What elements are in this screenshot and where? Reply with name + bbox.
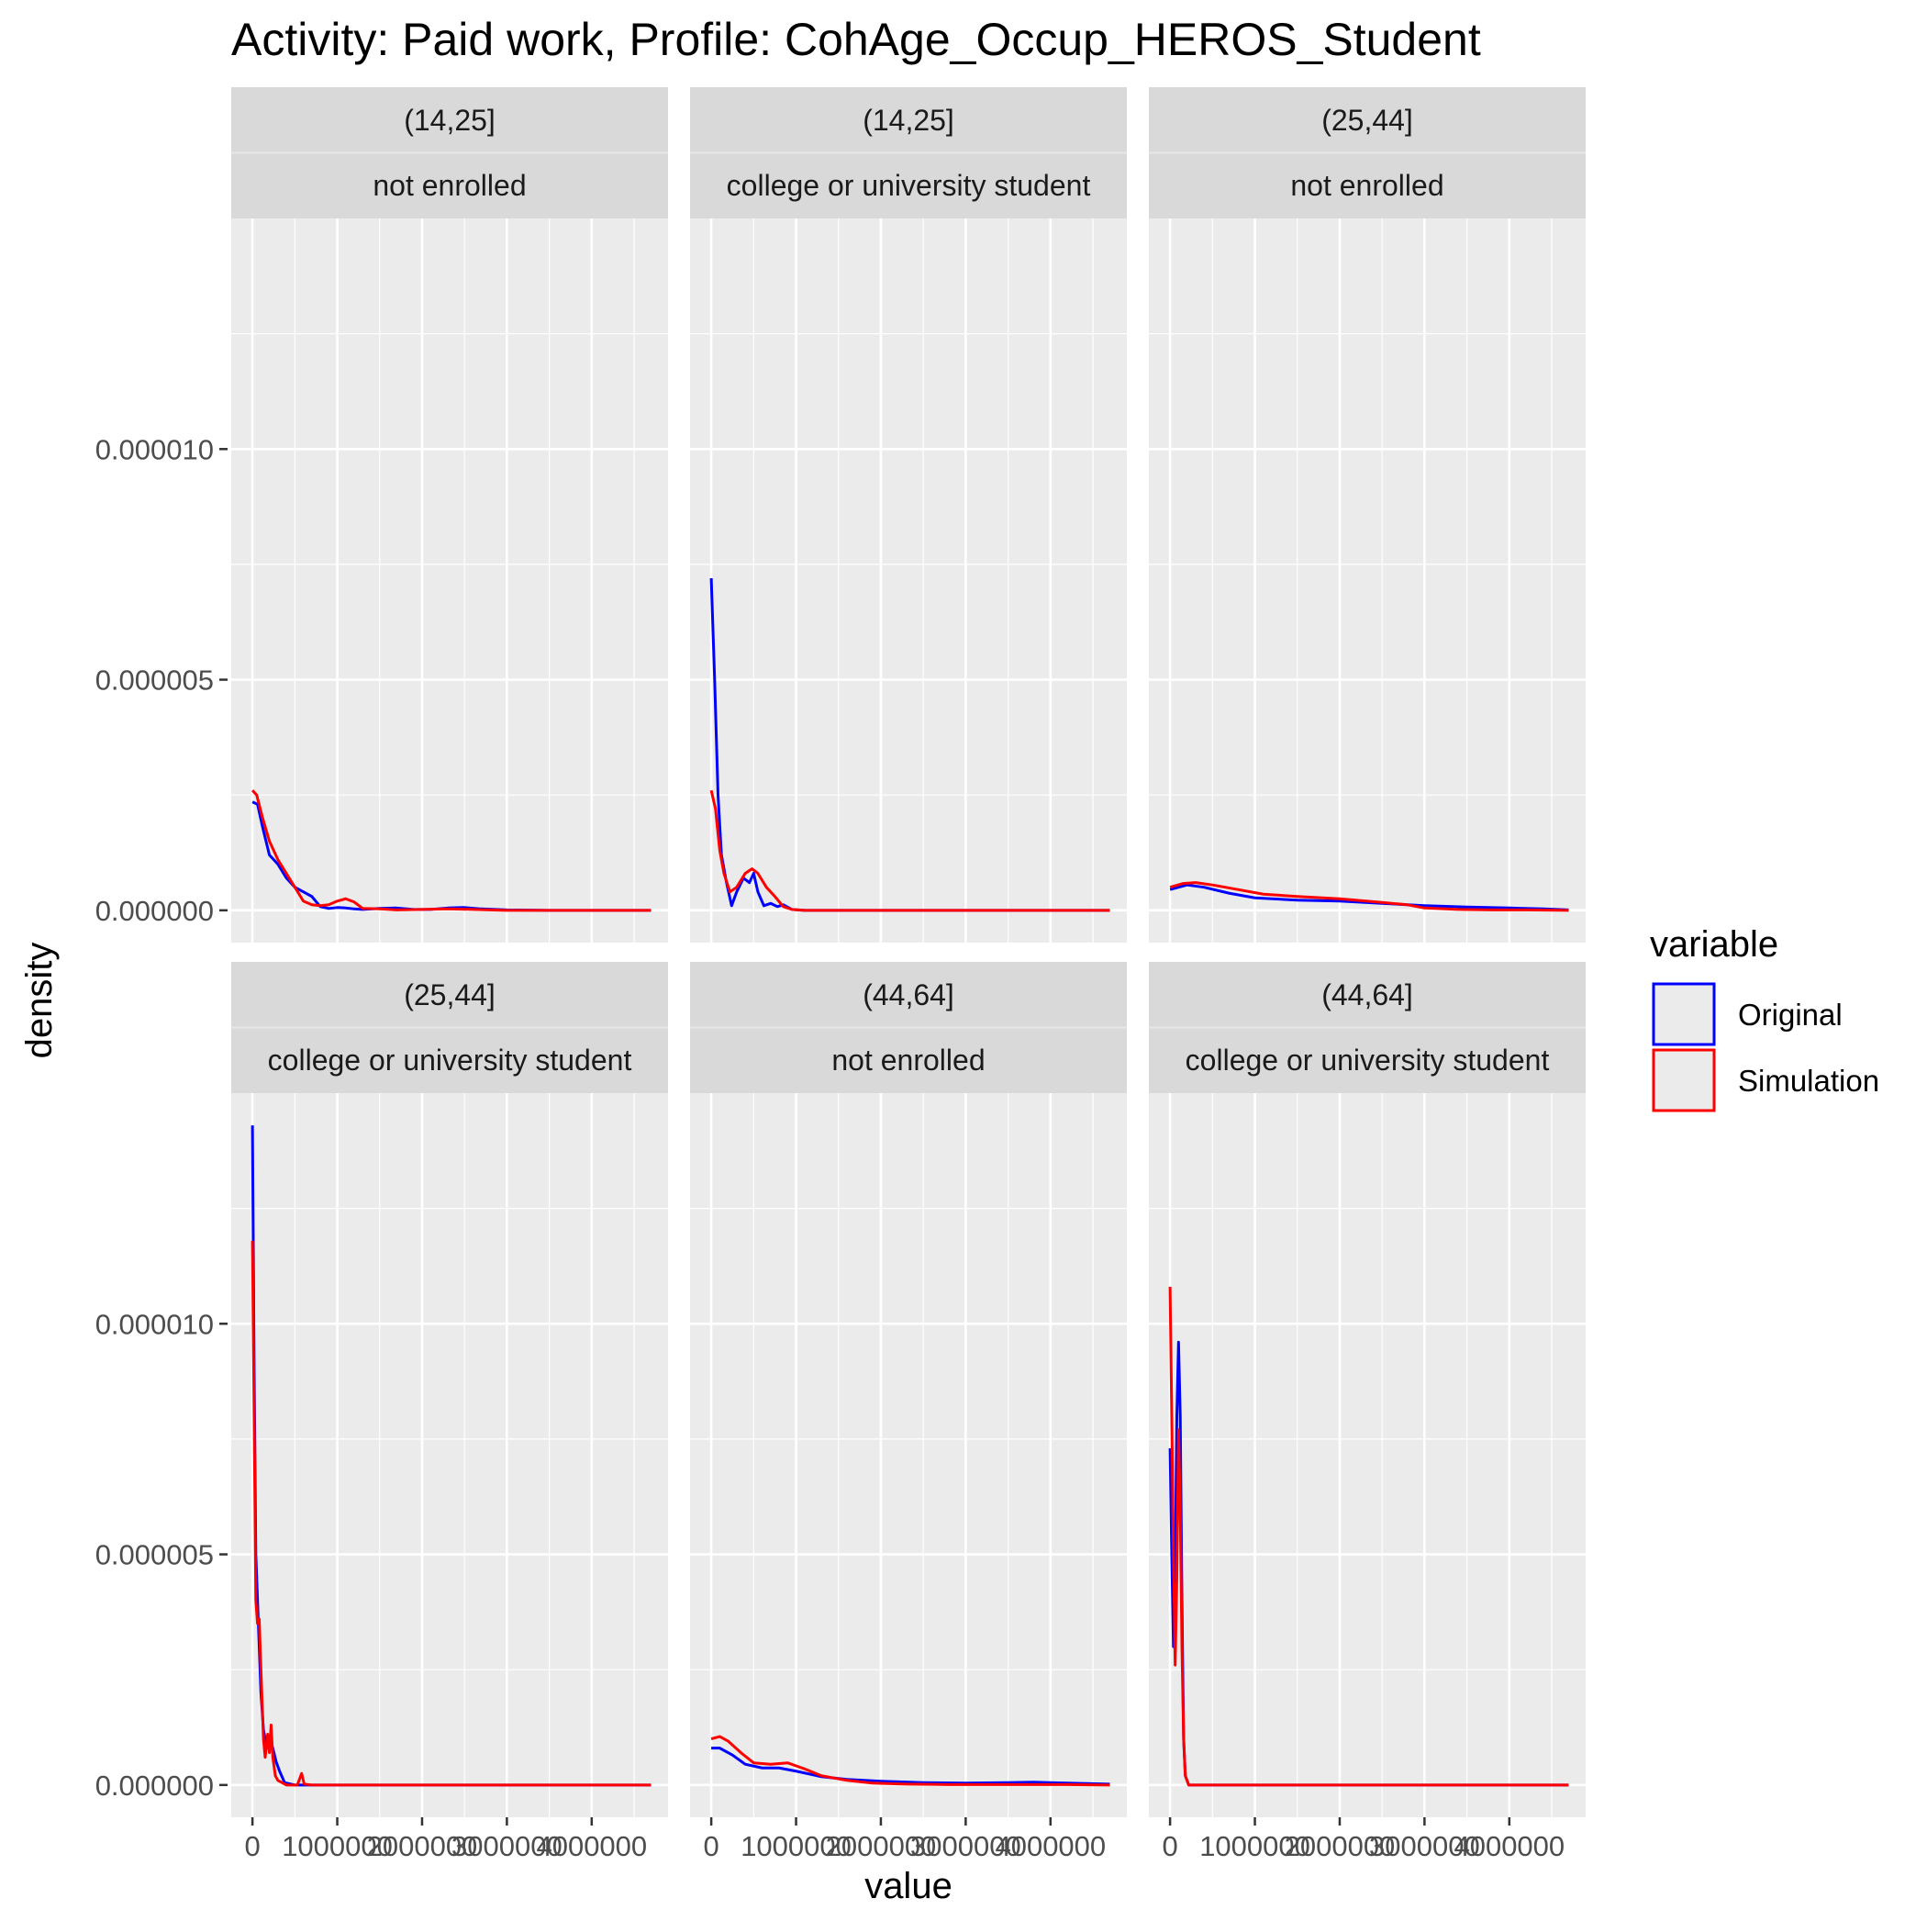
panel-2: (14,25] college or university student	[690, 87, 1127, 943]
y-tick-label: 0.000010	[95, 433, 214, 465]
panel-plot-area	[231, 218, 668, 943]
strip-label-age: (44,64]	[863, 978, 954, 1011]
series-line-original	[1169, 883, 1569, 911]
strip-label-age: (44,64]	[1321, 978, 1413, 1011]
x-tick-label: 4000000	[536, 1830, 647, 1862]
x-axis-label: value	[864, 1866, 952, 1906]
x-tick-label: 0	[244, 1830, 260, 1862]
x-tick-label: 3000000	[1369, 1830, 1480, 1862]
panel-plot-area	[231, 1093, 668, 1817]
legend-entry-simulation: Simulation	[1652, 1048, 1879, 1112]
y-axis-label: density	[19, 943, 60, 1059]
series-line-simulation	[710, 1735, 1110, 1787]
strip-label-status: college or university student	[727, 169, 1091, 202]
y-tick-label: 0.000005	[95, 1539, 214, 1571]
panel-6: (44,64] college or university student 0 100…	[1149, 962, 1586, 1862]
series-line-simulation	[1169, 881, 1569, 912]
y-tick-label: 0.000000	[95, 895, 214, 927]
panel-3: (25,44] not enrolled	[1149, 87, 1586, 943]
series-line-simulation	[251, 789, 652, 912]
x-tick-label: 4000000	[1454, 1830, 1565, 1862]
legend-title: variable	[1650, 924, 1778, 965]
x-tick-label: 1000000	[1199, 1830, 1310, 1862]
x-tick-label: 4000000	[995, 1830, 1106, 1862]
x-tick-label: 0	[703, 1830, 718, 1862]
y-tick-label: 0.000000	[95, 1770, 214, 1802]
strip-label-status: not enrolled	[1290, 169, 1443, 202]
legend-key-original	[1652, 982, 1716, 1046]
strip-label-age: (25,44]	[1321, 104, 1413, 137]
x-tick-label: 3000000	[910, 1830, 1021, 1862]
x-tick-label: 2000000	[367, 1830, 478, 1862]
y-tick-label: 0.000005	[95, 664, 214, 697]
legend-label-original: Original	[1738, 998, 1843, 1032]
panels-layer: (14,25] not enrolled 0.000000 0.000005 0.000…	[95, 87, 1586, 1862]
x-tick-label: 3000000	[451, 1830, 563, 1862]
strip-label-status: not enrolled	[831, 1044, 985, 1077]
panel-plot-area	[1149, 218, 1586, 943]
series-line-simulation	[709, 789, 1110, 912]
strip-label-status: college or university student	[268, 1044, 632, 1077]
legend: variable Original Simulation	[1650, 924, 1879, 1112]
strip-label-age: (25,44]	[404, 978, 496, 1011]
x-tick-label: 2000000	[1285, 1830, 1396, 1862]
panel-plot-area	[690, 218, 1127, 943]
series-line-simulation	[1168, 1287, 1569, 1787]
legend-key-simulation	[1652, 1048, 1716, 1112]
panel-plot-area	[690, 1093, 1127, 1817]
x-tick-label: 2000000	[826, 1830, 937, 1862]
strip-label-status: not enrolled	[373, 169, 526, 202]
panel-4: (25,44] college or university student 0.00…	[95, 962, 668, 1862]
x-tick-label: 1000000	[741, 1830, 852, 1862]
strip-label-age: (14,25]	[863, 104, 954, 137]
legend-entry-original: Original	[1652, 982, 1843, 1046]
panel-plot-area	[1149, 1093, 1586, 1817]
strip-label-status: college or university student	[1186, 1044, 1550, 1077]
y-tick-label: 0.000010	[95, 1308, 214, 1340]
x-tick-label: 0	[1162, 1830, 1177, 1862]
strip-label-age: (14,25]	[404, 104, 496, 137]
legend-label-simulation: Simulation	[1738, 1064, 1879, 1098]
series-line-simulation	[251, 1240, 652, 1787]
chart-title: Activity: Paid work, Profile: CohAge_Occ…	[231, 14, 1481, 65]
x-tick-label: 1000000	[282, 1830, 393, 1862]
panel-5: (44,64] not enrolled 0 10000002000000300000…	[690, 962, 1127, 1862]
panel-1: (14,25] not enrolled 0.000000 0.000005 0.000…	[95, 87, 668, 943]
